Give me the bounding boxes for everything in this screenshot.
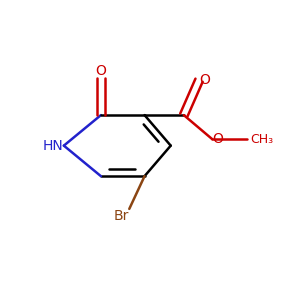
Text: HN: HN (43, 139, 64, 153)
Text: O: O (199, 73, 210, 87)
Text: O: O (95, 64, 106, 78)
Text: O: O (212, 132, 223, 146)
Text: Br: Br (114, 209, 129, 223)
Text: CH₃: CH₃ (250, 133, 274, 146)
